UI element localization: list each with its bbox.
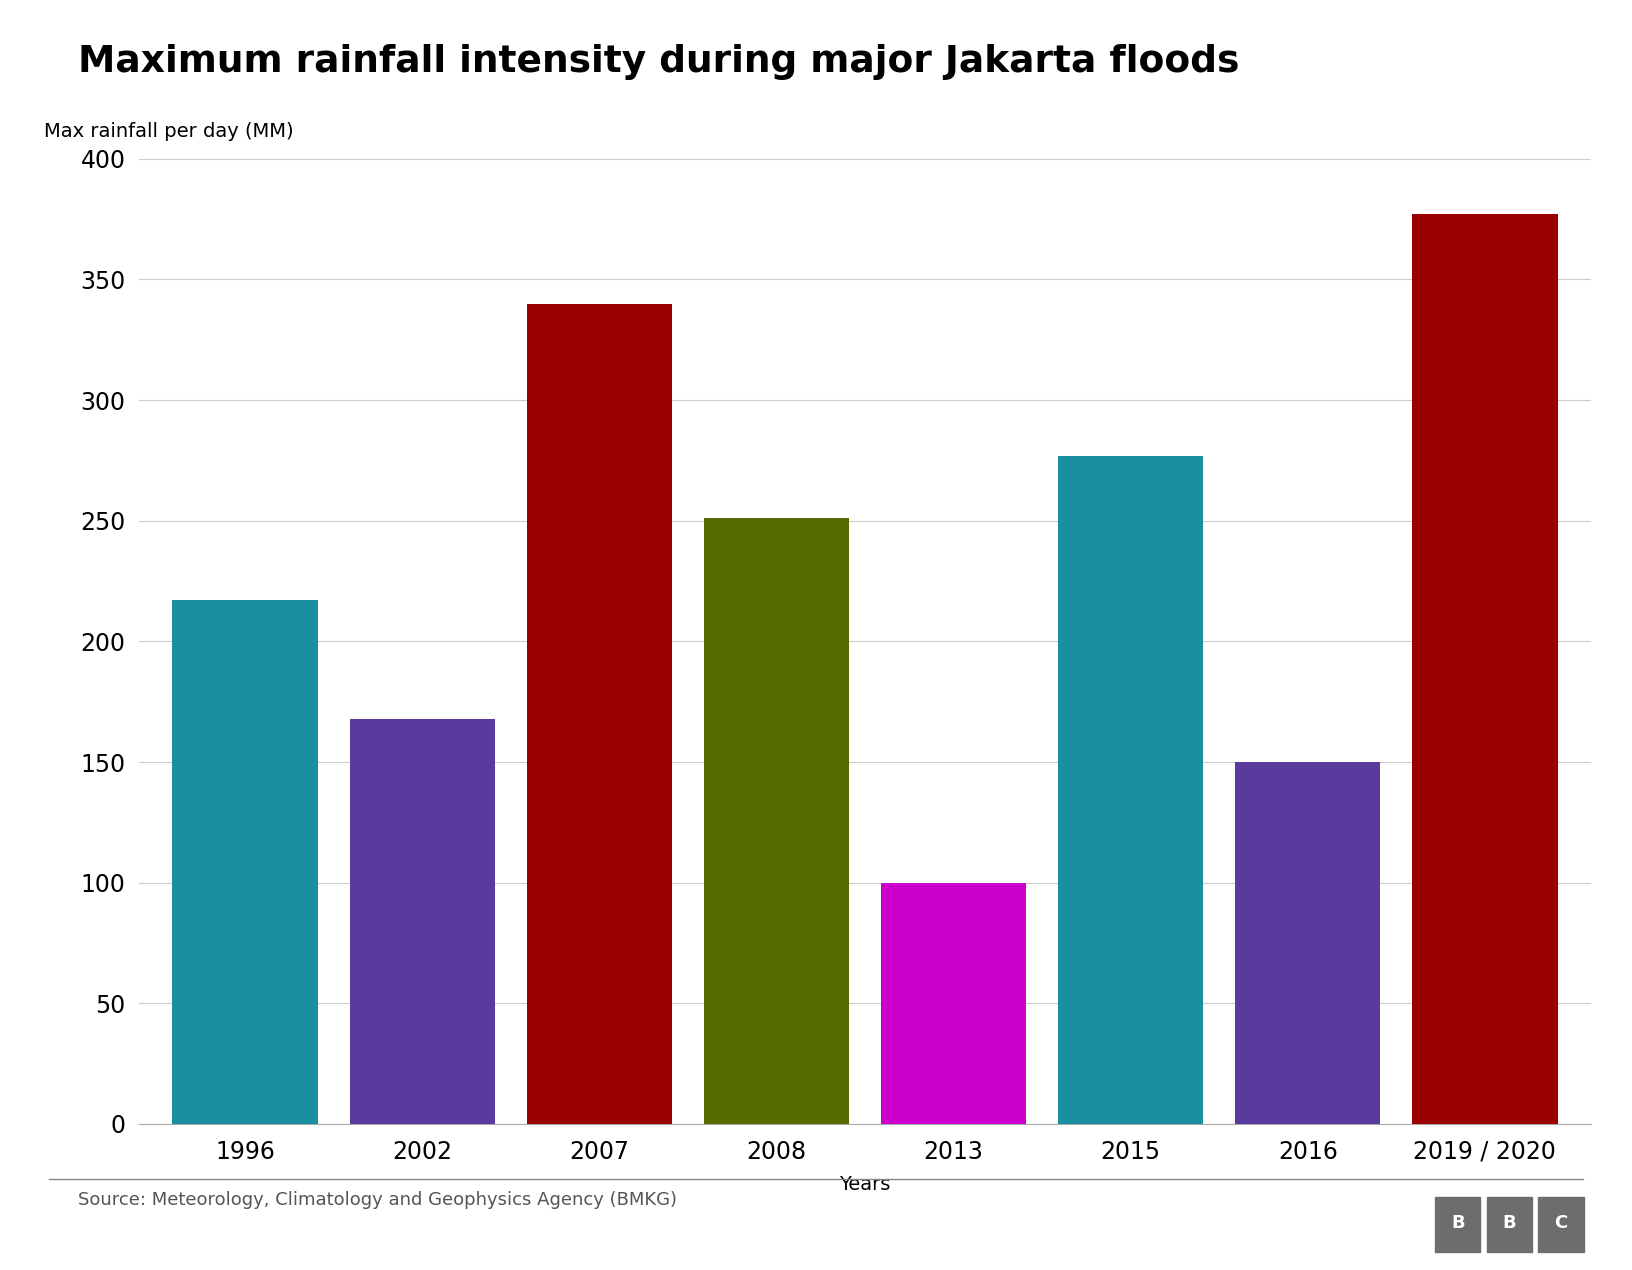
Bar <box>1058 456 1203 1124</box>
Bar <box>1539 1196 1583 1252</box>
Bar <box>881 883 1027 1124</box>
Text: Source: Meteorology, Climatology and Geophysics Agency (BMKG): Source: Meteorology, Climatology and Geo… <box>78 1191 677 1209</box>
Text: Maximum rainfall intensity during major Jakarta floods: Maximum rainfall intensity during major … <box>78 44 1240 80</box>
Text: Max rainfall per day (MM): Max rainfall per day (MM) <box>44 122 294 141</box>
Text: C: C <box>1554 1214 1568 1232</box>
Bar <box>1487 1196 1532 1252</box>
Bar <box>1235 762 1381 1124</box>
Text: B: B <box>1503 1214 1516 1232</box>
Bar <box>1412 215 1557 1124</box>
Bar <box>173 601 318 1124</box>
Bar <box>349 719 494 1124</box>
Bar <box>703 518 849 1124</box>
Text: B: B <box>1451 1214 1464 1232</box>
Bar <box>527 304 672 1124</box>
Bar <box>1435 1196 1480 1252</box>
X-axis label: Years: Years <box>839 1175 891 1194</box>
